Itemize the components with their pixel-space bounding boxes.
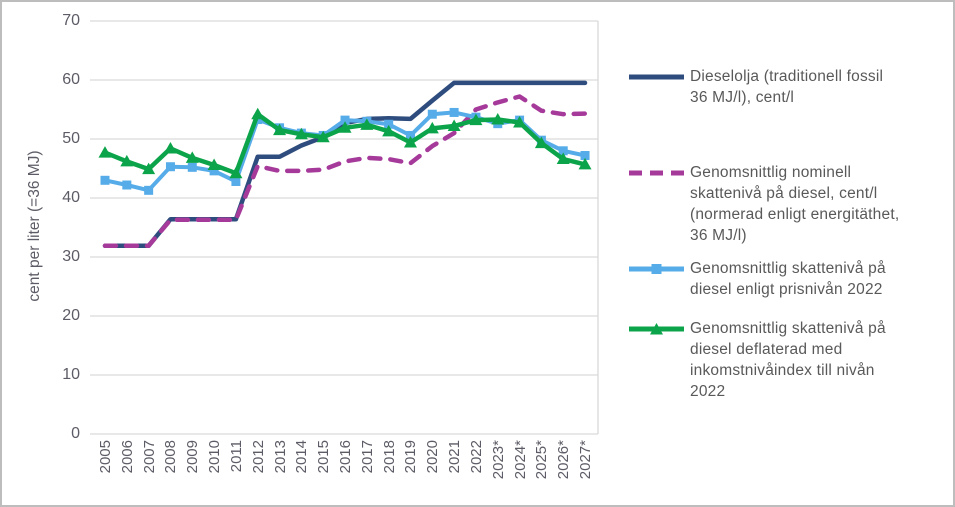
marker-triangle bbox=[207, 158, 221, 170]
legend-item: Genomsnittlig skattenivå på diesel deflat… bbox=[629, 318, 886, 402]
x-tick-label: 2020 bbox=[424, 440, 442, 474]
x-tick-label: 2022 bbox=[467, 440, 485, 474]
marker-triangle bbox=[513, 115, 527, 128]
legend-swatch-solid-line bbox=[629, 74, 684, 80]
marker-triangle bbox=[491, 113, 505, 125]
marker-square bbox=[122, 180, 132, 190]
y-tick-label: 50 bbox=[62, 130, 80, 147]
marker-triangle bbox=[360, 118, 374, 130]
x-tick-label: 2015 bbox=[315, 440, 333, 474]
x-tick-label: 2021 bbox=[446, 440, 464, 474]
marker-square bbox=[405, 130, 415, 140]
x-tick-label: 2025* bbox=[533, 440, 551, 480]
marker-triangle bbox=[534, 136, 548, 149]
x-tick-label: 2006 bbox=[118, 440, 136, 474]
marker-triangle bbox=[142, 162, 156, 175]
legend-item: Genomsnittlig skattenivå på diesel enligt… bbox=[629, 258, 886, 300]
marker-square bbox=[209, 166, 219, 176]
legend-item: Dieselolja (traditionell fossil 36 MJ/l),… bbox=[629, 66, 883, 108]
x-tick-label: 2007 bbox=[140, 440, 158, 474]
x-tick-label: 2008 bbox=[162, 440, 180, 474]
x-tick-label: 2005 bbox=[97, 440, 114, 474]
marker-triangle bbox=[251, 107, 265, 120]
marker-triangle bbox=[338, 121, 352, 133]
marker-square bbox=[340, 115, 350, 125]
marker-triangle bbox=[273, 123, 287, 136]
marker-square bbox=[427, 109, 437, 119]
x-tick-label: 2010 bbox=[206, 440, 224, 474]
x-tick-label: 2026* bbox=[555, 440, 573, 480]
marker-triangle bbox=[425, 121, 439, 134]
x-tick-label: 2013 bbox=[271, 440, 289, 474]
x-tick-label: 2011 bbox=[227, 440, 245, 473]
marker-triangle bbox=[556, 152, 570, 165]
marker-square bbox=[165, 162, 175, 172]
y-tick-label: 60 bbox=[62, 71, 80, 88]
y-tick-label: 20 bbox=[62, 307, 80, 324]
marker-triangle bbox=[469, 113, 483, 126]
marker-triangle bbox=[185, 151, 199, 163]
y-tick-label: 40 bbox=[62, 189, 80, 206]
marker-square bbox=[580, 151, 590, 161]
legend-label: Genomsnittlig skattenivå på diesel enligt… bbox=[690, 260, 886, 298]
legend-swatch-square-line bbox=[629, 264, 684, 274]
x-tick-label: 2018 bbox=[380, 440, 398, 474]
y-tick-label: 30 bbox=[62, 248, 80, 265]
series-line-1 bbox=[102, 94, 588, 249]
legend-label: Genomsnittlig nominell skattenivå på dies… bbox=[690, 164, 900, 244]
marker-triangle bbox=[163, 141, 177, 154]
marker-triangle bbox=[316, 130, 330, 143]
marker-triangle bbox=[578, 157, 592, 170]
y-axis-title: cent per liter (=36 MJ) bbox=[26, 150, 43, 302]
x-tick-label: 2016 bbox=[337, 440, 355, 474]
marker-square bbox=[144, 185, 154, 195]
marker-triangle bbox=[98, 146, 112, 158]
legend-swatch-dashed-line bbox=[629, 170, 684, 176]
x-tick-label: 2009 bbox=[184, 440, 202, 474]
marker-triangle bbox=[447, 119, 461, 132]
x-tick-label: 2023* bbox=[489, 440, 507, 480]
x-tick-label: 2027* bbox=[577, 440, 595, 480]
marker-triangle bbox=[120, 154, 134, 167]
legend-swatch-triangle-line bbox=[629, 323, 684, 335]
x-tick-label: 2014 bbox=[293, 440, 311, 474]
legend-item: Genomsnittlig nominell skattenivå på dies… bbox=[629, 162, 899, 246]
legend-label: Dieselolja (traditionell fossil 36 MJ/l),… bbox=[690, 68, 884, 106]
y-tick-label: 70 bbox=[62, 12, 80, 29]
marker-triangle bbox=[403, 136, 417, 148]
y-tick-label: 10 bbox=[62, 366, 80, 383]
marker-square bbox=[187, 162, 197, 172]
marker-square bbox=[449, 107, 459, 117]
legend-label: Genomsnittlig skattenivå på diesel deflat… bbox=[690, 320, 886, 400]
marker-triangle bbox=[382, 124, 396, 137]
marker-triangle bbox=[229, 166, 243, 179]
y-tick-label: 0 bbox=[71, 425, 80, 442]
x-tick-label: 2019 bbox=[402, 440, 420, 474]
marker-triangle bbox=[294, 127, 308, 140]
marker-square bbox=[558, 146, 568, 156]
marker-square bbox=[100, 175, 110, 185]
x-tick-label: 2017 bbox=[358, 440, 376, 474]
x-tick-label: 2012 bbox=[249, 440, 267, 474]
marker-square bbox=[384, 119, 394, 129]
marker-square bbox=[231, 176, 241, 186]
x-tick-label: 2024* bbox=[511, 440, 529, 480]
